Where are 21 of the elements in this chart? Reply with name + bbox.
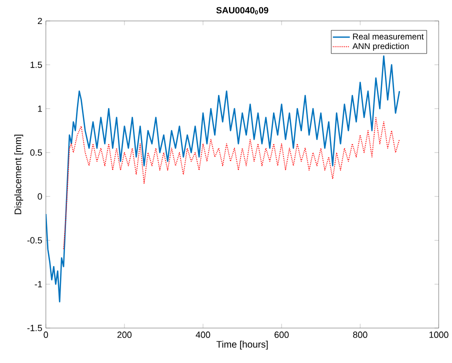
- y-tick-label: -0.5: [27, 237, 42, 244]
- legend-label: ANN prediction: [352, 42, 409, 51]
- y-tick-label: 1: [38, 106, 42, 112]
- legend-label: Real measurement: [353, 33, 424, 40]
- y-axis-title: Displacement [mm]: [14, 134, 24, 214]
- x-tick-label: 800: [353, 332, 368, 338]
- chart-title: SAU0040$_{0}$09: [216, 7, 268, 14]
- x-axis-title: Time [hours]: [216, 340, 268, 350]
- x-tick-label: 1000: [429, 332, 448, 338]
- line-series: [63, 117, 400, 250]
- y-tick-label: -1.5: [27, 324, 42, 332]
- y-tick-label: 0: [38, 193, 42, 200]
- x-tick-label: 400: [196, 332, 210, 338]
- x-tick-label: 0: [44, 332, 48, 338]
- y-tick-label: -1: [34, 281, 42, 288]
- line-series: [46, 55, 400, 302]
- x-tick-label: 200: [117, 332, 132, 338]
- y-tick-label: 0.5: [30, 149, 42, 156]
- x-tick-label: 600: [274, 332, 289, 338]
- y-tick-label: 2: [38, 18, 42, 24]
- y-tick-label: 1.5: [30, 62, 42, 68]
